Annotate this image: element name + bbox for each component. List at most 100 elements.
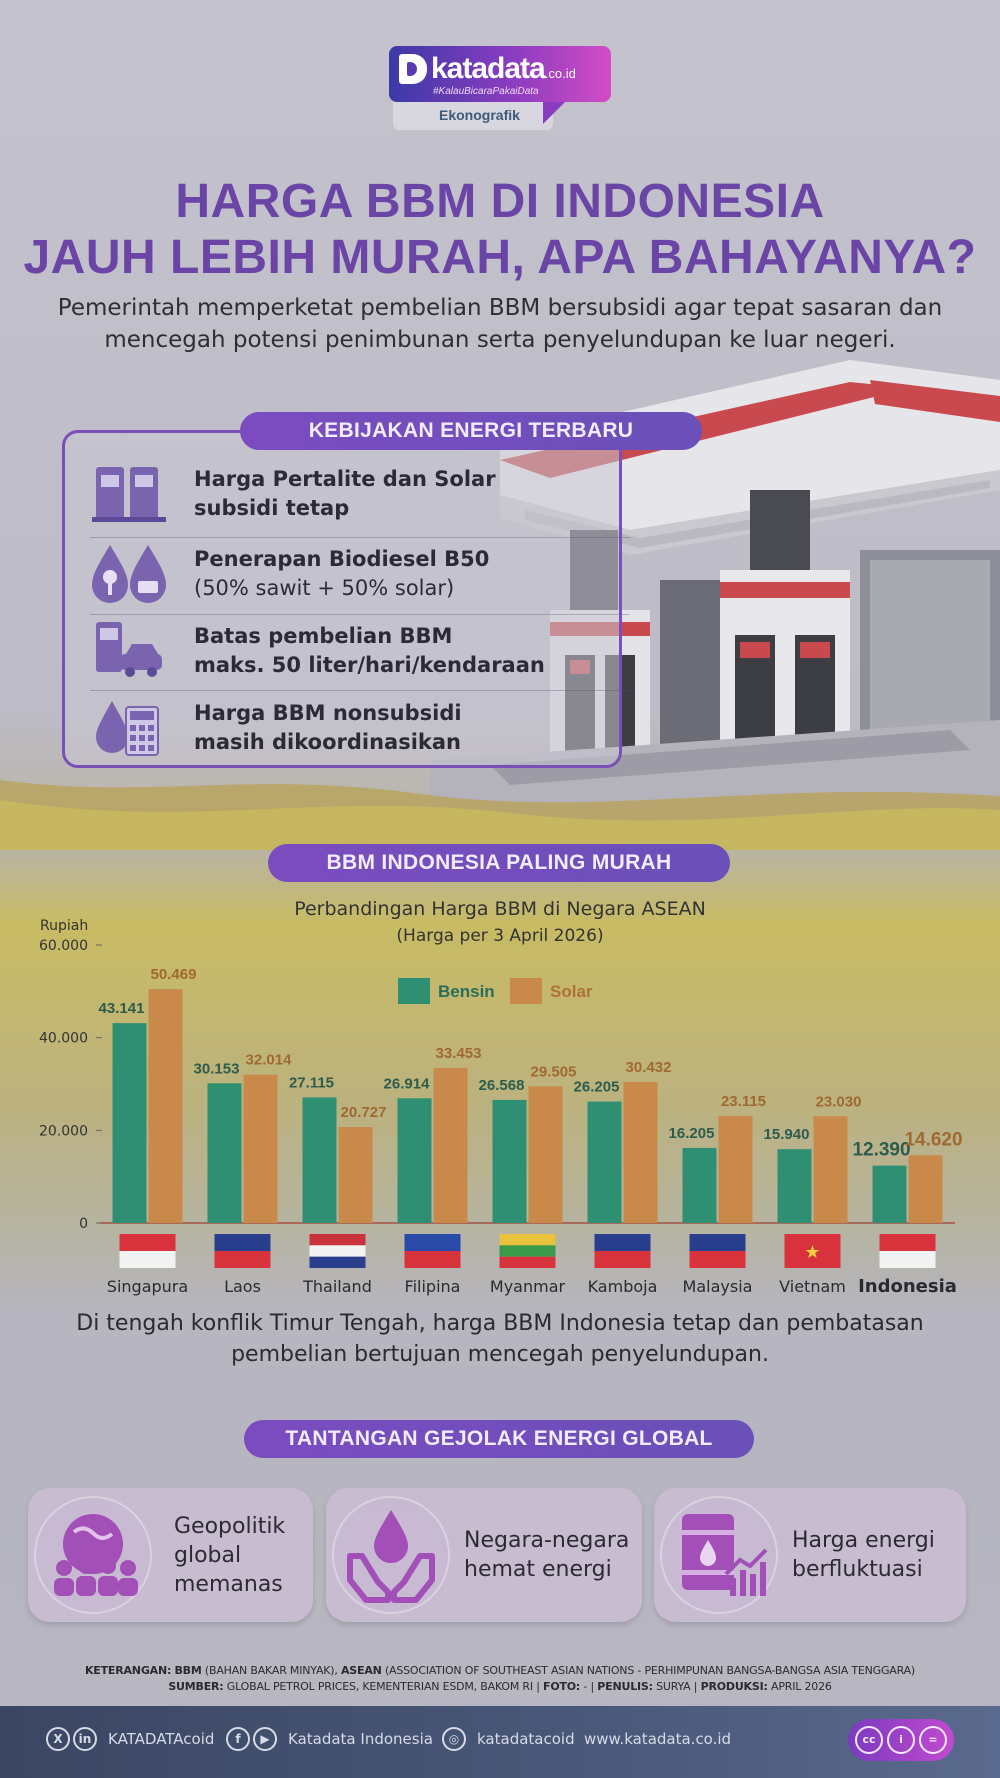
y-axis-label: Rupiah: [40, 918, 88, 934]
logo-name: katadata: [431, 52, 546, 85]
x-tick-label-laos: Laos: [224, 1277, 261, 1296]
flag-lower-filipina: [404, 1251, 461, 1268]
policy-item-1-line1: Harga Pertalite dan Solar: [194, 467, 496, 491]
bar-bensin-indonesia: [872, 1165, 907, 1223]
legend-label-bensin: Bensin: [438, 982, 495, 1001]
footnote-writer-label: PENULIS:: [597, 1680, 653, 1693]
y-tick-label: 40.000: [39, 1031, 88, 1047]
logo-banner: katadata.co.id #KalauBicaraPakaiData: [389, 46, 611, 102]
lead-line1: Pemerintah memperketat pembelian BBM ber…: [57, 295, 943, 321]
bar-solar-thailand: [338, 1126, 373, 1223]
data-label-bensin-filipina: 26.914: [384, 1075, 431, 1092]
bar-solar-singapura: [148, 989, 183, 1223]
policy-item-1: Harga Pertalite dan Solar subsidi tetap: [84, 463, 604, 535]
footer-web[interactable]: www.katadata.co.id: [584, 1730, 732, 1748]
chart-note: Di tengah konflik Timur Tengah, harga BB…: [40, 1308, 960, 1370]
footnote-foto: - |: [583, 1680, 594, 1693]
challenge-2-line1: Negara-negara: [464, 1528, 630, 1553]
data-label-bensin-indonesia: 12.390: [852, 1140, 910, 1161]
policy-item-2-line2: (50% sawit + 50% solar): [194, 576, 455, 600]
footer-handle[interactable]: KATADATAcoid: [108, 1730, 215, 1748]
no-derivatives-icon: =: [919, 1726, 947, 1754]
policy-item-3-line1: Batas pembelian BBM: [194, 624, 453, 648]
flag-lower-malaysia: [689, 1251, 746, 1268]
flag-vietnam: [784, 1234, 841, 1268]
challenge-1-line1: Geopolitik: [174, 1513, 286, 1539]
logo-d-icon: [399, 54, 427, 84]
challenge-3-line1: Harga energi: [792, 1528, 935, 1553]
social-facebook-youtube: f ▶ Katadata Indonesia: [226, 1725, 433, 1753]
data-label-solar-vietnam: 23.030: [816, 1093, 862, 1110]
logo-suffix: .co.id: [544, 66, 576, 81]
footer-ig[interactable]: katadatacoid: [477, 1730, 575, 1748]
legend-label-solar: Solar: [550, 982, 593, 1001]
creative-commons-badge: cc i =: [848, 1719, 954, 1761]
chart-subtitle: (Harga per 3 April 2026): [396, 926, 604, 946]
bar-solar-malaysia: [718, 1115, 753, 1223]
footer-bar: [0, 1706, 1000, 1778]
footnote-keterangan: KETERANGAN: BBM (BAHAN BAKAR MINYAK), AS…: [0, 1664, 1000, 1677]
flag-singapura: [119, 1234, 176, 1251]
flag-filipina: [404, 1234, 461, 1251]
challenge-2-line2: hemat energi: [464, 1557, 612, 1582]
footnote-writer: SURYA |: [656, 1680, 698, 1693]
flag-laos: [214, 1234, 271, 1251]
flag-lower-indonesia: [879, 1251, 936, 1268]
data-label-bensin-malaysia: 16.205: [669, 1125, 715, 1142]
logo-sub-label: Ekonografik: [439, 107, 520, 123]
y-tick-label: 20.000: [39, 1123, 88, 1139]
footer-fb-name[interactable]: Katadata Indonesia: [288, 1730, 433, 1748]
flag-lower-myanmar: [499, 1256, 556, 1268]
footnote-foto-label: FOTO:: [543, 1680, 581, 1693]
youtube-icon[interactable]: ▶: [253, 1727, 277, 1751]
data-label-bensin-singapura: 43.141: [99, 1000, 145, 1017]
bar-solar-kamboja: [623, 1081, 658, 1223]
data-label-bensin-myanmar: 26.568: [479, 1077, 525, 1094]
page-title-line1: HARGA BBM DI INDONESIA: [175, 175, 825, 228]
footnote-bbm-def: (BAHAN BAKAR MINYAK),: [204, 1664, 338, 1677]
bar-bensin-laos: [207, 1083, 242, 1223]
data-label-solar-filipina: 33.453: [436, 1045, 482, 1062]
x-tick-label-singapura: Singapura: [107, 1277, 188, 1296]
linkedin-icon[interactable]: in: [73, 1727, 97, 1751]
chart-heading: BBM INDONESIA PALING MURAH: [268, 844, 730, 882]
social-handles: X in KATADATAcoid: [46, 1725, 214, 1753]
policy-heading: KEBIJAKAN ENERGI TERBARU: [240, 412, 702, 450]
data-label-bensin-thailand: 27.115: [289, 1074, 334, 1091]
y-tick-label: 0: [79, 1216, 88, 1232]
bar-bensin-singapura: [112, 1023, 147, 1223]
y-tick-label: 60.000: [39, 938, 88, 954]
footnote-source: GLOBAL PETROL PRICES, KEMENTERIAN ESDM, …: [226, 1680, 540, 1693]
x-tick-label-filipina: Filipina: [405, 1277, 461, 1296]
instagram-icon[interactable]: ◎: [442, 1727, 466, 1751]
page-title-line2: JAUH LEBIH MURAH, APA BAHAYANYA?: [23, 231, 977, 284]
policy-divider: [90, 537, 630, 538]
flag-malaysia: [689, 1234, 746, 1251]
flag-lower-singapura: [119, 1251, 176, 1268]
footnote-sumber: SUMBER: GLOBAL PETROL PRICES, KEMENTERIA…: [0, 1680, 1000, 1693]
flag-lower-kamboja: [594, 1251, 651, 1268]
x-tick-label-malaysia: Malaysia: [683, 1277, 753, 1296]
drop-calculator-icon: [96, 701, 159, 756]
x-icon[interactable]: X: [46, 1727, 70, 1751]
flag-lower-laos: [214, 1251, 271, 1268]
flag-myanmar: [499, 1234, 556, 1246]
cc-icon: cc: [855, 1726, 883, 1754]
policy-item-2-line1: Penerapan Biodiesel B50: [194, 547, 490, 571]
chart-title: Perbandingan Harga BBM di Negara ASEAN: [294, 898, 706, 920]
challenge-card-1: Geopolitik global memanas: [28, 1488, 313, 1622]
policy-divider: [90, 614, 630, 615]
biodiesel-drops-icon: [92, 545, 166, 603]
facebook-icon[interactable]: f: [226, 1727, 250, 1751]
policy-item-2: Penerapan Biodiesel B50 (50% sawit + 50% …: [84, 543, 604, 615]
pump-car-icon: [96, 622, 162, 677]
challenge-3-line2: berfluktuasi: [792, 1557, 923, 1582]
globe-people-icon: [54, 1514, 138, 1596]
policy-item-4-line1: Harga BBM nonsubsidi: [194, 701, 462, 725]
data-label-bensin-kamboja: 26.205: [574, 1079, 620, 1096]
policy-divider: [90, 690, 630, 691]
katadata-logo[interactable]: katadata.co.id #KalauBicaraPakaiData Eko…: [389, 46, 611, 132]
bar-chart: Rupiah 0 20.000 40.000 60.000 Bensin Solar 43.1…: [39, 918, 963, 1297]
data-label-solar-myanmar: 29.505: [531, 1063, 577, 1080]
